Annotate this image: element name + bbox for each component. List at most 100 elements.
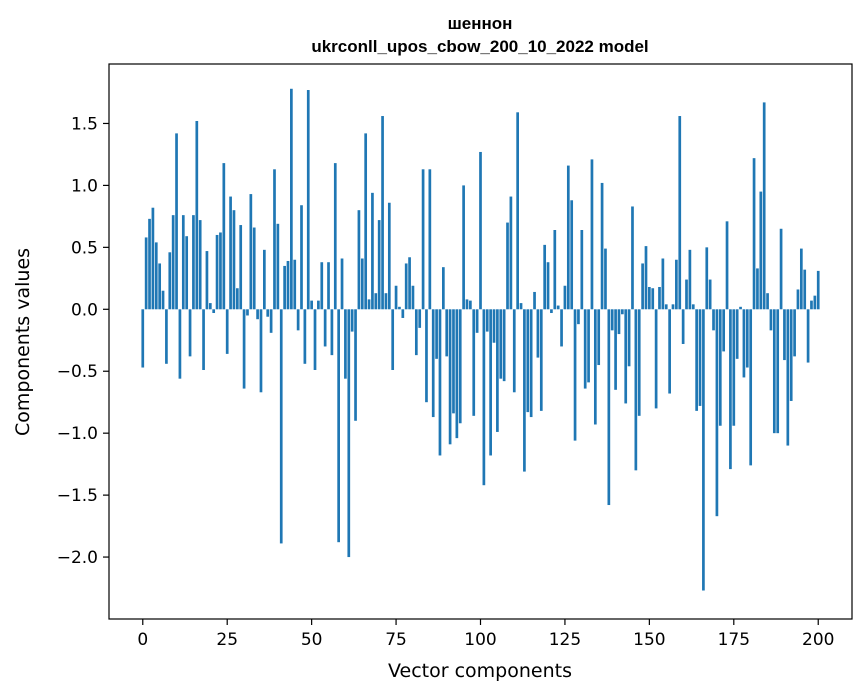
x-tick-label: 150 [633, 630, 665, 650]
bar-11 [178, 309, 182, 379]
bar-174 [729, 309, 732, 470]
bar-134 [593, 309, 597, 425]
bar-161 [685, 279, 688, 310]
bar-66 [364, 133, 368, 310]
x-axis-ticks: 0 25 50 75 100 125 150 175 200 [137, 619, 834, 650]
y-tick-label: 1.5 [71, 114, 98, 134]
bar-136 [600, 182, 604, 310]
bar-110 [512, 309, 516, 393]
bar-69 [374, 293, 378, 310]
bar-152 [654, 309, 658, 409]
bar-30 [242, 309, 246, 389]
bar-177 [739, 306, 742, 310]
bar-80 [411, 285, 415, 310]
bar-9 [171, 215, 175, 310]
bar-121 [550, 309, 553, 314]
bar-45 [293, 259, 297, 310]
bar-163 [691, 304, 695, 310]
bar-65 [360, 258, 364, 310]
bar-89 [442, 267, 445, 310]
bar-115 [529, 309, 533, 418]
bar-6 [161, 290, 165, 310]
bar-61 [347, 309, 351, 558]
bar-139 [610, 309, 614, 331]
bar-104 [492, 309, 496, 343]
bar-99 [475, 309, 479, 333]
bar-155 [664, 304, 668, 310]
bar-67 [367, 299, 371, 310]
y-tick-label: 0.0 [71, 300, 98, 320]
bar-76 [398, 306, 401, 310]
bar-29 [239, 225, 243, 310]
bar-131 [583, 309, 587, 389]
bar-62 [350, 309, 354, 332]
bar-2 [148, 218, 151, 310]
bar-49 [306, 90, 310, 310]
bar-37 [266, 309, 270, 317]
bar-186 [769, 309, 773, 331]
bar-18 [202, 309, 205, 370]
bar-50 [310, 300, 313, 310]
x-tick-label: 50 [301, 630, 323, 650]
bar-42 [283, 265, 286, 310]
bar-180 [749, 309, 753, 466]
bar-144 [627, 309, 631, 367]
bar-22 [215, 234, 219, 310]
x-tick-label: 25 [216, 630, 238, 650]
bar-91 [448, 309, 452, 445]
bar-27 [232, 210, 236, 310]
bar-125 [563, 285, 567, 310]
bar-46 [296, 309, 300, 331]
x-axis-label: Vector components [388, 660, 572, 682]
bar-86 [431, 309, 435, 418]
bar-167 [705, 247, 709, 310]
bar-16 [195, 120, 199, 310]
bar-160 [681, 309, 685, 344]
bar-150 [648, 286, 651, 310]
bar-170 [715, 309, 719, 517]
bar-36 [263, 249, 266, 310]
bar-105 [496, 309, 499, 432]
x-tick-label: 200 [802, 630, 834, 650]
bar-7 [165, 309, 168, 364]
bar-8 [168, 252, 172, 310]
bar-4 [154, 242, 158, 310]
bar-48 [303, 309, 307, 364]
y-tick-label: −1.0 [57, 424, 98, 444]
bar-51 [313, 309, 317, 370]
bar-193 [793, 309, 796, 357]
bar-176 [735, 309, 739, 359]
bar-187 [772, 309, 776, 434]
bar-190 [783, 309, 786, 361]
y-tick-label: −2.0 [57, 548, 98, 568]
bar-38 [269, 309, 273, 333]
bar-109 [509, 196, 513, 310]
bar-122 [553, 230, 557, 310]
bar-12 [181, 215, 185, 310]
bar-43 [286, 260, 290, 310]
y-tick-label: 1.0 [71, 176, 98, 196]
bar-172 [722, 309, 726, 352]
bar-71 [381, 116, 384, 310]
bar-146 [634, 309, 638, 471]
y-axis-ticks: −2.0 −1.5 −1.0 −0.5 0.0 0.5 1.0 1.5 [57, 114, 109, 568]
bar-52 [317, 300, 320, 310]
bar-34 [256, 309, 259, 320]
bar-143 [624, 309, 628, 404]
bar-94 [458, 309, 462, 424]
bar-73 [387, 202, 391, 310]
bar-87 [435, 309, 438, 359]
bar-53 [320, 262, 324, 310]
bar-0 [141, 309, 145, 368]
bar-159 [678, 116, 682, 310]
bar-79 [408, 257, 411, 310]
bar-135 [597, 309, 601, 366]
bar-103 [489, 309, 492, 456]
bar-25 [225, 309, 229, 354]
chart-title-line-1: шеннон [448, 14, 513, 33]
bar-17 [198, 220, 202, 310]
bar-93 [455, 309, 459, 439]
bar-84 [425, 309, 428, 403]
bar-23 [219, 232, 222, 310]
